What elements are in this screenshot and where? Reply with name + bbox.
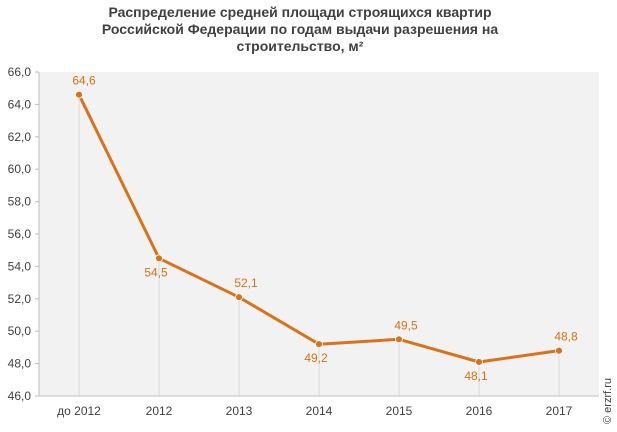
data-label: 48,8 [554,330,578,344]
x-tick-label: 2013 [226,404,253,418]
y-tick-label: 66,0 [8,65,32,79]
data-point [555,346,563,355]
data-point [475,358,483,366]
x-tick-label: 2017 [546,404,573,418]
y-tick-label: 62,0 [8,130,32,144]
x-tick-label: 2014 [306,404,333,418]
chart-title: Распределение средней площади строящихся… [60,4,540,55]
x-axis-ticks: до 2012 2012 2013 2014 2015 2016 2017 [57,404,573,418]
drop-lines [78,94,560,396]
chart-title-line-2: Российской Федерации по годам выдачи раз… [101,21,499,37]
data-label: 64,6 [72,74,96,88]
data-point [235,293,243,302]
chart-title-line-3: строительство, м² [236,38,364,54]
y-tick-label: 46,0 [8,389,32,403]
watermark: © erzrf.ru [602,378,614,424]
y-tick-label: 52,0 [8,292,32,306]
y-tick-label: 48,0 [8,357,32,371]
x-tick-label: 2015 [386,404,413,418]
y-tick-label: 50,0 [8,324,32,338]
data-label: 49,2 [304,351,328,365]
y-tick-label: 56,0 [8,227,32,241]
data-label: 49,5 [394,318,418,332]
data-label: 52,1 [234,276,258,290]
y-tick-label: 60,0 [8,162,32,176]
chart-title-line-1: Распределение средней площади строящихся… [108,4,492,20]
data-label: 54,5 [144,265,168,279]
data-point [155,254,163,263]
x-tick-label: 2012 [146,404,173,418]
data-label: 48,1 [464,369,488,383]
data-labels: 64,6 54,5 52,1 49,2 49,5 48,1 48,8 [72,74,578,383]
y-tick-label: 64,0 [8,97,32,111]
data-point [315,340,323,349]
data-point [75,90,83,99]
data-point [395,335,403,344]
data-points [75,90,563,366]
x-tick-label: 2016 [466,404,493,418]
y-tick-label: 58,0 [8,195,32,209]
y-tick-label: 54,0 [8,259,32,273]
y-axis-ticks: 46,0 48,0 50,0 52,0 54,0 56,0 58,0 60,0 62,0 64,0… [8,65,39,403]
x-tick-label: до 2012 [57,404,101,418]
